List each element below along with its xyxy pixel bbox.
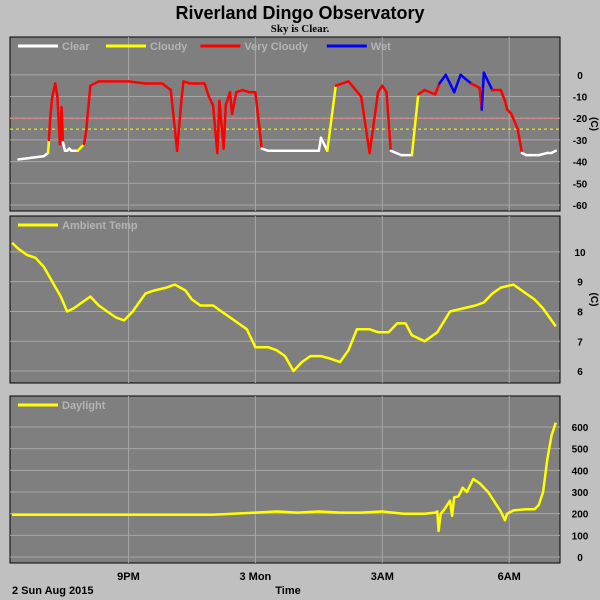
sky-temp-segment: [359, 95, 371, 155]
series-line: [11, 241, 557, 373]
sky-temp-segment: [175, 99, 183, 153]
series-line: [12, 422, 557, 533]
sky-temp-segment: [203, 82, 211, 98]
sky-temp-segment: [84, 84, 92, 133]
panel-background: [9, 395, 561, 564]
sky-temp-segment: [61, 140, 67, 153]
sky-temp-segment: [410, 93, 420, 157]
sky-temp-segment: [423, 88, 437, 96]
legend-label: Very Cloudy: [244, 41, 308, 53]
y-tick-label: 0: [577, 553, 583, 564]
y-tick-label: 0: [577, 71, 583, 82]
sky-temp-segment: [444, 73, 456, 94]
sky-temp-segment: [550, 149, 558, 155]
legend-label: Clear: [62, 41, 90, 53]
sky-temp-segment: [127, 80, 147, 85]
sky-temp-segment: [452, 73, 462, 94]
y-tick-label: -30: [573, 136, 588, 147]
legend-label: Wet: [371, 41, 391, 53]
sky-temp-segment: [82, 129, 88, 146]
sky-temp-segment: [89, 80, 101, 87]
sky-temp-segment: [381, 84, 388, 94]
panel-background: [9, 36, 561, 212]
sky-temp-segment: [510, 112, 519, 131]
sky-temp-segment: [537, 151, 549, 157]
y-tick-label: 400: [572, 466, 589, 477]
y-tick-label: 8: [577, 307, 583, 318]
sky-temp-segment: [254, 90, 263, 150]
y-tick-label: 7: [577, 337, 583, 348]
y-tick-label: -20: [573, 114, 588, 125]
legend-label: Cloudy: [150, 41, 188, 53]
daylight-panel: 600 500 400 300 200 100 0 Daylight: [9, 395, 589, 564]
sky-temp-segment: [459, 73, 473, 85]
sky-temp-segment: [482, 71, 494, 92]
sky-temp-segment: [503, 99, 509, 111]
ambient-temp-panel: 10 9 8 7 6 (C) Ambient Temp: [9, 215, 599, 384]
y-tick-label: 300: [572, 488, 589, 499]
x-tick-label: 3AM: [371, 571, 394, 583]
y-tick-label: 10: [574, 248, 586, 259]
sky-temp-segment: [47, 116, 52, 142]
sky-temp-segment: [161, 82, 173, 92]
sky-temp-segment: [317, 136, 323, 153]
sky-temp-segment: [368, 90, 380, 155]
x-axis-title: Time: [275, 585, 300, 597]
sky-temp-segment: [207, 95, 215, 107]
x-tick-label: 6AM: [498, 571, 521, 583]
sky-temp-segment: [480, 71, 486, 111]
y-unit-label: (C): [588, 117, 599, 131]
sky-temp-segment: [180, 80, 185, 103]
y-tick-label: -10: [573, 93, 588, 104]
y-unit-label: (C): [588, 293, 599, 307]
sky-temp-segment: [516, 127, 524, 155]
y-tick-label: -50: [573, 179, 588, 190]
y-tick-label: 6: [577, 367, 583, 378]
y-tick-label: 200: [572, 510, 589, 521]
legend-label: Daylight: [62, 400, 106, 412]
sky-temp-segment: [385, 90, 393, 153]
chart-title: Riverland Dingo Observatory: [175, 3, 424, 23]
sky-temp-segment: [222, 103, 228, 150]
sky-temp-segment: [230, 90, 238, 116]
sky-temp-segment: [54, 82, 59, 98]
sky-temp-segment: [499, 88, 507, 103]
y-tick-label: -60: [573, 201, 588, 212]
sky-temp-segment: [347, 80, 363, 98]
sky-temp-segment: [438, 73, 448, 85]
y-tick-label: 100: [572, 531, 589, 542]
sky-temp-segment: [60, 106, 65, 144]
x-time-axis: 9PM 3 Mon 3AM 6AM: [117, 571, 521, 583]
sky-temp-segment: [25, 156, 37, 160]
chart-subtitle: Sky is Clear.: [271, 23, 330, 35]
sky-temp-segment: [433, 82, 441, 96]
y-tick-label: 600: [572, 423, 589, 434]
date-label: 2 Sun Aug 2015: [12, 585, 94, 597]
sky-temp-segment: [48, 95, 54, 120]
y-tick-label: -40: [573, 158, 588, 169]
sky-temp-segment: [469, 82, 481, 90]
sky-temp-segment: [334, 80, 350, 87]
legend-label: Ambient Temp: [62, 220, 138, 232]
sky-temp-segment: [34, 154, 46, 159]
y-tick-label: 500: [572, 445, 589, 456]
sky-temp-segment: [319, 136, 329, 153]
sky-temp-segment: [46, 138, 51, 155]
sky-temp-segment: [417, 88, 426, 96]
sky-temp-segment: [17, 157, 29, 161]
y-tick-label: 9: [577, 278, 583, 289]
sky-temp-segment: [326, 84, 338, 153]
sky-temp-segment: [389, 149, 403, 157]
sky-temp-segment: [169, 88, 179, 153]
x-tick-label: 9PM: [117, 571, 140, 583]
sky-temperature-panel: 0 -10 -20 -30 -40 -50 -60 (C) Clear Cloudy Very Cl…: [9, 36, 599, 212]
x-tick-label: 3 Mon: [239, 571, 271, 583]
sky-temp-segment: [76, 143, 86, 153]
